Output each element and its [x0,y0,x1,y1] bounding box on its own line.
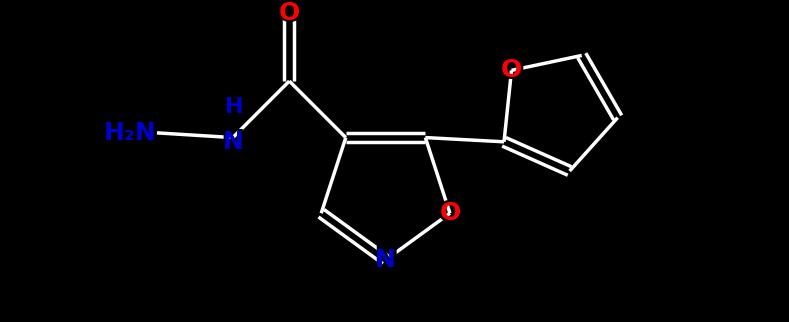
Text: O: O [437,199,463,228]
Text: O: O [439,201,461,225]
Text: H: H [210,109,233,137]
Text: O: O [499,56,525,85]
Text: N: N [373,245,398,274]
Text: H₂N: H₂N [104,121,157,145]
Text: N: N [222,130,243,154]
Text: O: O [501,58,522,82]
Text: H: H [226,98,244,118]
Text: H₂N: H₂N [95,119,157,147]
Text: H: H [222,93,247,121]
Text: N: N [221,137,245,166]
Text: O: O [276,0,302,28]
Text: N: N [221,128,245,156]
Text: N: N [375,248,396,272]
Text: O: O [279,1,300,25]
